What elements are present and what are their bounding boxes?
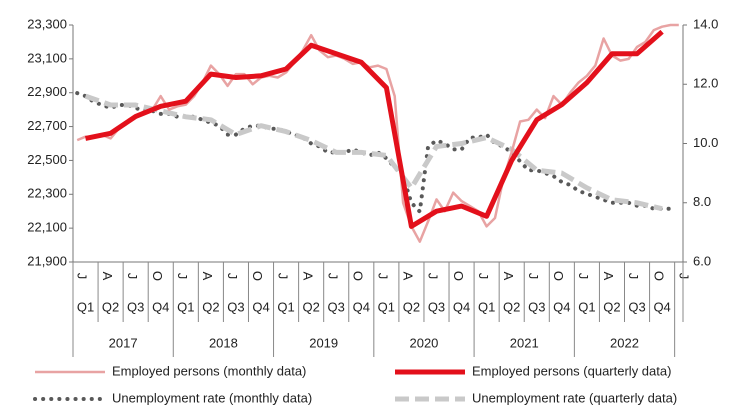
quarter-label: Q4: [553, 299, 570, 314]
x-tick-label: J: [426, 273, 441, 280]
legend-label: Employed persons (quarterly data): [472, 363, 671, 378]
quarter-label: Q2: [603, 299, 620, 314]
year-label: 2020: [409, 335, 438, 350]
y-tick-label: 22,300: [27, 186, 67, 201]
x-tick-label: J: [626, 273, 641, 280]
x-tick-label: A: [601, 272, 616, 281]
legend-label: Unemployment rate (quarterly data): [472, 390, 677, 405]
x-tick-label: O: [651, 271, 666, 281]
year-label: 2018: [209, 335, 238, 350]
series-line: [76, 23, 679, 243]
quarter-label: Q1: [378, 299, 395, 314]
x-tick-label: J: [325, 273, 340, 280]
x-tick-label: J: [526, 273, 541, 280]
legend-label: Unemployment rate (monthly data): [112, 390, 312, 405]
y2-tick-label: 14.0: [693, 16, 718, 31]
quarter-label: Q1: [77, 299, 94, 314]
quarter-label: Q4: [453, 299, 470, 314]
x-tick-label: A: [401, 272, 416, 281]
quarter-label: Q2: [202, 299, 219, 314]
y-tick-label: 21,900: [27, 253, 67, 268]
x-tick-label: J: [576, 273, 591, 280]
quarter-label: Q1: [578, 299, 595, 314]
x-tick-label: J: [376, 273, 391, 280]
quarter-label: Q3: [227, 299, 244, 314]
x-tick-label: A: [200, 272, 215, 281]
y2-tick-label: 12.0: [693, 76, 718, 91]
series-line: [85, 29, 664, 229]
x-tick-label: O: [551, 271, 566, 281]
y2-tick-label: 6.0: [693, 253, 711, 268]
quarter-label: Q3: [328, 299, 345, 314]
y-tick-label: 22,700: [27, 118, 67, 133]
y-tick-label: 22,900: [27, 84, 67, 99]
x-tick-label: A: [300, 272, 315, 281]
y-tick-label: 23,300: [27, 16, 67, 31]
quarter-label: Q1: [277, 299, 294, 314]
series-line: [84, 93, 663, 212]
quarter-label: Q4: [353, 299, 370, 314]
quarter-label: Q1: [177, 299, 194, 314]
y-tick-label: 23,100: [27, 50, 67, 65]
x-tick-label: O: [250, 271, 265, 281]
year-label: 2017: [109, 335, 138, 350]
quarter-label: Q3: [528, 299, 545, 314]
x-tick-label: J: [75, 273, 90, 280]
x-tick-label: O: [150, 271, 165, 281]
quarter-label: Q2: [503, 299, 520, 314]
x-tick-label: J: [225, 273, 240, 280]
year-label: 2022: [610, 335, 639, 350]
year-label: 2019: [309, 335, 338, 350]
y2-tick-label: 10.0: [693, 135, 718, 150]
x-tick-label: J: [476, 273, 491, 280]
x-tick-label: O: [451, 271, 466, 281]
x-tick-label: J: [676, 273, 691, 280]
quarter-label: Q4: [252, 299, 269, 314]
quarter-label: Q3: [428, 299, 445, 314]
year-label: 2021: [510, 335, 539, 350]
x-tick-label: A: [100, 272, 115, 281]
legend-label: Employed persons (monthly data): [112, 363, 306, 378]
quarter-label: Q2: [403, 299, 420, 314]
y-tick-label: 22,100: [27, 220, 67, 235]
quarter-label: Q2: [102, 299, 119, 314]
x-tick-label: J: [125, 273, 140, 280]
quarter-label: Q2: [302, 299, 319, 314]
x-tick-label: O: [350, 271, 365, 281]
quarter-label: Q4: [653, 299, 670, 314]
x-tick-label: A: [501, 272, 516, 281]
y-tick-label: 22,500: [27, 152, 67, 167]
x-tick-label: J: [175, 273, 190, 280]
quarter-label: Q1: [478, 299, 495, 314]
quarter-label: Q4: [152, 299, 169, 314]
quarter-label: Q3: [127, 299, 144, 314]
x-tick-label: J: [275, 273, 290, 280]
quarter-label: Q3: [628, 299, 645, 314]
y2-tick-label: 8.0: [693, 194, 711, 209]
